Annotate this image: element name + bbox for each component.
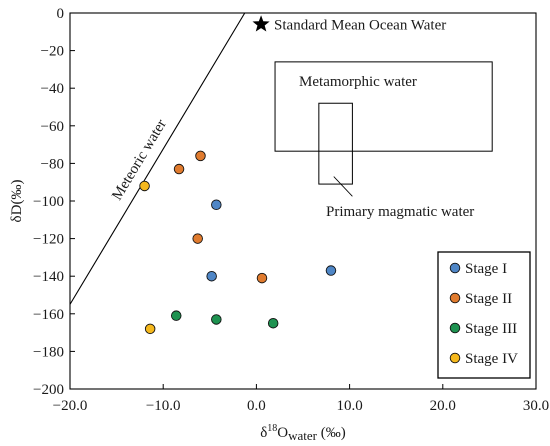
data-points: [139, 150, 337, 335]
stage-i-point: [211, 199, 222, 211]
x-axis-label-part: water: [288, 428, 318, 443]
y-tick-label: −200: [33, 382, 64, 398]
x-tick-label: 20.0: [430, 398, 456, 414]
stage-ii-point: [173, 163, 185, 175]
smow-label: Standard Mean Ocean Water: [274, 17, 446, 33]
stage-iii-point: [211, 314, 222, 325]
stage-iii-point: [267, 317, 279, 329]
legend-label-stage-iv: Stage IV: [465, 351, 518, 367]
y-tick-label: −160: [33, 307, 64, 323]
x-tick-label: 0.0: [247, 398, 266, 414]
y-axis-label: δD(‰): [9, 180, 25, 223]
stage-i-point: [325, 265, 337, 276]
metamorphic-water-label: Metamorphic water: [299, 74, 417, 90]
x-axis-label-part: δ: [260, 425, 267, 441]
stage-iii-point: [170, 310, 182, 321]
meteoric-water-group: Meteoric water: [69, 12, 246, 305]
stage-iv-point: [144, 323, 156, 335]
legend-marker-stage-iv: [449, 352, 461, 364]
stage-ii-point: [256, 272, 268, 284]
water-fields: Metamorphic water Primary magmatic water: [274, 61, 493, 220]
axes: −20.0 −10.0 0.0 10.0 20.0 30.0 0 −20 −40 −60 −80 −1…: [33, 6, 549, 414]
y-tick-label: −100: [33, 194, 64, 210]
smow-group: Standard Mean Ocean Water: [252, 15, 446, 33]
x-axis-label-part: O: [277, 425, 288, 441]
y-tick-label: 0: [57, 6, 65, 22]
x-tick-label: 30.0: [523, 398, 549, 414]
metamorphic-water-box: [274, 61, 493, 152]
legend-marker-stage-iii: [449, 322, 461, 334]
legend-marker-stage-i: [449, 262, 461, 274]
y-tick-label: −60: [41, 119, 64, 135]
stage-iv-point: [139, 180, 150, 192]
magmatic-water-label: Primary magmatic water: [326, 204, 474, 220]
y-tick-label: −40: [41, 81, 64, 97]
stage-ii-point: [195, 150, 206, 162]
x-tick-label: −20.0: [53, 398, 88, 414]
y-tick-label: −180: [33, 344, 64, 360]
x-axis-label-part: 18: [267, 423, 277, 434]
smow-star-marker: [252, 15, 270, 32]
magmatic-water-box: [318, 102, 353, 185]
x-axis-label-part: (‰): [317, 425, 346, 441]
y-tick-label: −140: [33, 269, 64, 285]
stage-i-point: [206, 270, 217, 282]
meteoric-water-line: [69, 12, 246, 305]
x-axis-label: δ18Owater (‰): [260, 423, 346, 443]
x-tick-label: 10.0: [336, 398, 362, 414]
x-tick-label: −10.0: [146, 398, 181, 414]
y-tick-label: −80: [41, 156, 64, 172]
legend-label-stage-ii: Stage II: [465, 291, 512, 307]
legend: Stage I Stage II Stage III Stage IV: [437, 251, 531, 379]
legend-marker-stage-ii: [449, 292, 461, 304]
meteoric-water-label: Meteoric water: [109, 117, 170, 203]
magmatic-leader-line: [333, 176, 353, 197]
y-tick-label: −120: [33, 232, 64, 248]
legend-label-stage-iii: Stage III: [465, 321, 517, 337]
stage-ii-point: [192, 233, 203, 244]
y-tick-label: −20: [41, 44, 64, 60]
legend-label-stage-i: Stage I: [465, 261, 507, 277]
